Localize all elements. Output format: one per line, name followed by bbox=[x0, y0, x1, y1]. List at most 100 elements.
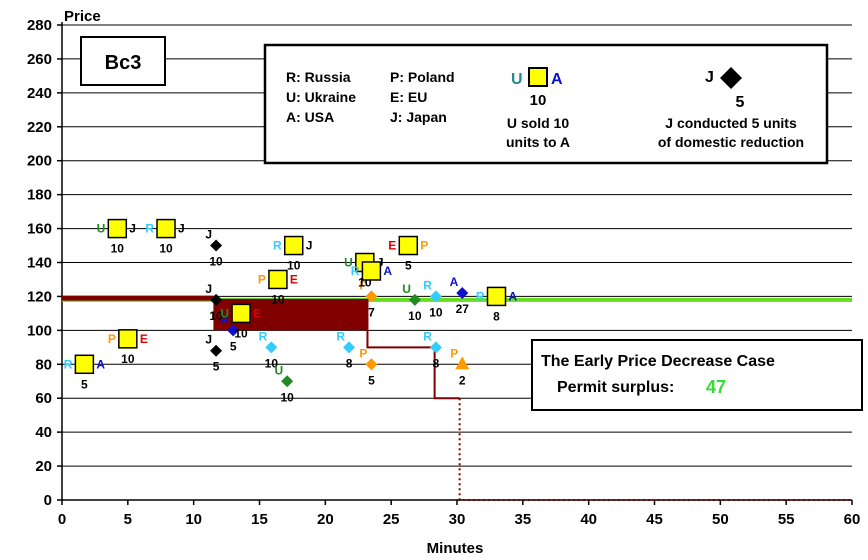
reduction-qty-label: 10 bbox=[265, 356, 279, 370]
legend-reduction-desc-2: of domestic reduction bbox=[658, 134, 804, 150]
annotation-line-1: The Early Price Decrease Case bbox=[541, 353, 775, 370]
reduction-marker bbox=[408, 293, 421, 306]
reduction-country-label: P bbox=[450, 346, 458, 360]
reduction-qty-label: 10 bbox=[408, 309, 422, 323]
reduction-qty-label: 2 bbox=[459, 373, 466, 387]
reduction-qty-label: 5 bbox=[213, 360, 220, 374]
x-tick-label: 40 bbox=[580, 511, 597, 528]
annotation-box: The Early Price Decrease Case Permit sur… bbox=[531, 339, 863, 411]
trade-seller-label: U bbox=[220, 306, 229, 320]
trade-seller-label: E bbox=[388, 239, 396, 253]
trade-seller-label: U bbox=[344, 256, 353, 270]
reduction-qty-label: 10 bbox=[209, 309, 223, 323]
reduction-marker bbox=[343, 341, 356, 354]
legend-code-u: U: Ukraine bbox=[286, 89, 356, 105]
reduction-marker bbox=[265, 341, 278, 354]
reduction-marker bbox=[281, 375, 294, 388]
reduction-qty-label: 10 bbox=[280, 390, 294, 404]
legend-reduction-qty: 5 bbox=[736, 94, 745, 111]
x-tick-label: 55 bbox=[778, 511, 795, 528]
trade-qty-label: 10 bbox=[159, 242, 173, 256]
reduction-marker bbox=[365, 358, 378, 371]
trade-qty-label: 10 bbox=[287, 259, 301, 273]
trade-seller-label: R bbox=[64, 357, 73, 371]
x-tick-label: 20 bbox=[317, 511, 334, 528]
legend-trade-desc-2: units to A bbox=[506, 134, 570, 150]
chart-title: Bc3 bbox=[105, 52, 142, 74]
y-tick-label: 260 bbox=[27, 51, 52, 68]
trade-marker bbox=[118, 329, 138, 349]
x-axis-title: Minutes bbox=[427, 540, 484, 557]
trade-seller-label: P bbox=[108, 332, 116, 346]
reduction-qty-label: 27 bbox=[456, 302, 470, 316]
x-tick-label: 30 bbox=[449, 511, 466, 528]
reduction-country-label: J bbox=[205, 333, 212, 347]
reduction-qty-label: 10 bbox=[209, 255, 223, 269]
reduction-marker bbox=[210, 239, 223, 252]
trade-marker bbox=[156, 218, 176, 239]
trade-marker bbox=[268, 269, 288, 290]
x-tick-label: 60 bbox=[844, 511, 861, 528]
legend-trade-buyer: A bbox=[551, 71, 563, 88]
reduction-country-label: R bbox=[423, 329, 432, 343]
y-tick-label: 20 bbox=[35, 458, 52, 475]
legend-trade-qty: 10 bbox=[530, 92, 547, 109]
x-tick-label: 50 bbox=[712, 511, 729, 528]
legend-code-a: A: USA bbox=[286, 109, 334, 125]
legend-code-j: J: Japan bbox=[390, 109, 447, 125]
reduction-country-label: R bbox=[336, 329, 345, 343]
legend-code-r: R: Russia bbox=[286, 69, 351, 85]
trade-marker bbox=[107, 218, 128, 239]
trade-buyer-label: A bbox=[509, 289, 518, 303]
x-tick-label: 25 bbox=[383, 511, 400, 528]
trade-buyer-label: E bbox=[253, 306, 261, 320]
reduction-country-label: A bbox=[220, 312, 229, 326]
y-tick-label: 0 bbox=[44, 492, 52, 509]
y-tick-label: 180 bbox=[27, 187, 52, 204]
trade-buyer-label: A bbox=[383, 264, 392, 278]
x-tick-label: 5 bbox=[124, 511, 132, 528]
trade-seller-label: R bbox=[145, 222, 154, 236]
reduction-marker bbox=[210, 293, 223, 306]
y-tick-label: 40 bbox=[35, 424, 52, 441]
trade-seller-label: P bbox=[258, 272, 266, 286]
trade-buyer-label: J bbox=[129, 222, 136, 236]
legend-trade-square bbox=[528, 67, 548, 87]
y-tick-label: 160 bbox=[27, 221, 52, 238]
reduction-marker bbox=[227, 324, 240, 337]
reduction-country-label: J bbox=[205, 282, 212, 296]
y-tick-label: 120 bbox=[27, 288, 52, 305]
y-tick-label: 80 bbox=[35, 356, 52, 373]
trade-buyer-label: E bbox=[140, 332, 148, 346]
reduction-marker bbox=[365, 290, 378, 303]
trade-buyer-label: A bbox=[96, 357, 105, 371]
trade-marker bbox=[361, 261, 382, 281]
reduction-country-label: P bbox=[359, 346, 367, 360]
trade-seller-label: U bbox=[97, 222, 106, 236]
trade-qty-label: 8 bbox=[493, 309, 500, 323]
reduction-country-label: J bbox=[205, 228, 212, 242]
y-axis-title: Price bbox=[64, 8, 101, 25]
reduction-marker bbox=[456, 287, 469, 300]
y-tick-label: 240 bbox=[27, 85, 52, 102]
legend-trade-seller: U bbox=[511, 71, 523, 88]
trade-buyer-label: P bbox=[420, 239, 428, 253]
legend-trade-desc-1: U sold 10 bbox=[507, 115, 569, 131]
trade-marker bbox=[283, 235, 304, 256]
reduction-marker bbox=[429, 341, 442, 354]
trade-buyer-label: J bbox=[178, 222, 185, 236]
trade-qty-label: 10 bbox=[111, 242, 125, 256]
x-tick-label: 45 bbox=[646, 511, 663, 528]
legend-reduction-desc-1: J conducted 5 units bbox=[665, 115, 797, 131]
y-tick-label: 200 bbox=[27, 153, 52, 170]
legend-reduction-country: J bbox=[705, 69, 714, 86]
reduction-qty-label: 5 bbox=[230, 339, 237, 353]
x-tick-label: 15 bbox=[251, 511, 268, 528]
trade-seller-label: R bbox=[351, 264, 360, 278]
x-tick-label: 35 bbox=[514, 511, 531, 528]
reduction-country-label: A bbox=[450, 275, 459, 289]
reduction-marker bbox=[210, 344, 223, 357]
trade-qty-label: 5 bbox=[405, 259, 412, 273]
axes: 0204060801001201401601802002202402602800… bbox=[27, 17, 860, 528]
